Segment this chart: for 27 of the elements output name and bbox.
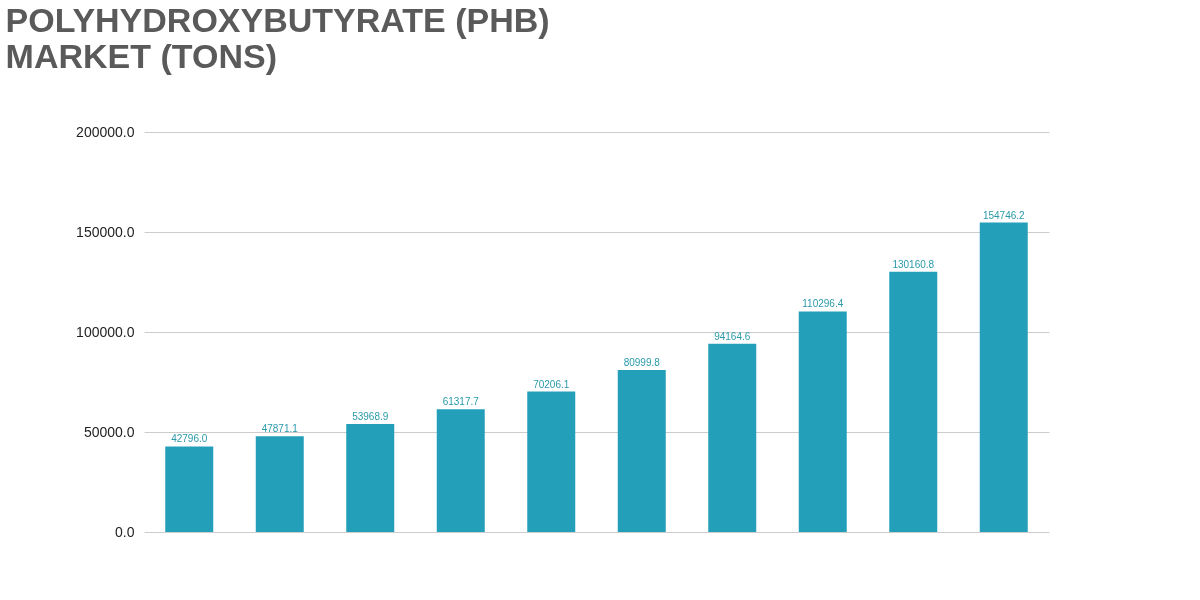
data-label: 80999.8 [623, 357, 661, 368]
bar [708, 343, 757, 532]
data-label: 154746.2 [982, 209, 1026, 221]
data-label: 110296.4 [802, 298, 844, 310]
bar [436, 409, 485, 532]
data-label: 47871.1 [261, 423, 299, 435]
y-tick-label: 100000.0 [76, 323, 135, 340]
y-tick-label: 150000.0 [76, 223, 135, 240]
y-tick-label: 0.0 [115, 523, 135, 540]
y-tick-label: 50000.0 [83, 423, 135, 440]
bar [617, 370, 666, 532]
data-label: 130160.8 [892, 258, 935, 270]
data-label: 53968.9 [352, 411, 389, 423]
bar [889, 271, 938, 532]
data-label: 61317.7 [442, 396, 480, 408]
bar [527, 391, 576, 532]
bar [346, 424, 395, 532]
bar [255, 436, 304, 532]
text: MARKET (TONS) [5, 37, 277, 75]
data-label: 94164.6 [714, 330, 751, 342]
y-tick-label: 200000.0 [76, 123, 135, 140]
text: POLYHYDROXYBUTYRATE (PHB) [5, 1, 550, 39]
bar [979, 222, 1028, 532]
bar [165, 446, 214, 532]
data-label: 70206.1 [533, 378, 570, 390]
bar [798, 311, 847, 532]
data-label: 42796.0 [171, 433, 208, 445]
